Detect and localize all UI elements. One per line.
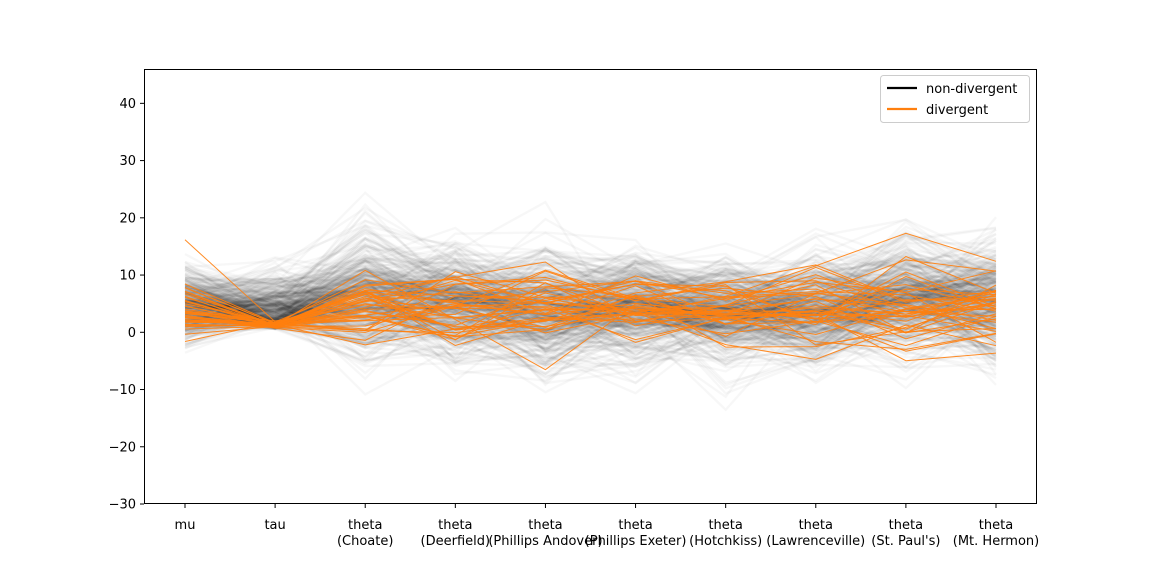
x-tick-label: (St. Paul's): [871, 534, 940, 549]
x-tick-label: theta: [799, 518, 833, 533]
divergent-sample-line: [184, 284, 997, 325]
divergent-sample-line: [184, 295, 997, 341]
divergent-sample-line: [184, 280, 997, 328]
x-tick-label: (Phillips Exeter): [585, 534, 687, 549]
divergent-sample-line: [184, 305, 997, 352]
divergent-sample-line: [184, 271, 997, 331]
y-tick-label: −20: [109, 440, 136, 455]
x-tick-label: (Hotchkiss): [689, 534, 762, 549]
x-axis: mu tau theta(Choate)theta(Deerfield)theta(…: [175, 504, 1039, 549]
divergent-sample-line: [184, 271, 997, 326]
divergent-sample-line: [184, 282, 997, 337]
y-tick-label: 20: [119, 211, 136, 226]
y-axis: −30 −20 −10 0 10 20 30 40: [109, 97, 144, 513]
y-tick-label: −30: [109, 498, 136, 513]
x-tick-label: (Phillips Andover): [488, 534, 602, 549]
x-tick-label: theta: [979, 518, 1013, 533]
divergent-sample-line: [184, 304, 997, 324]
x-tick-label: theta: [889, 518, 923, 533]
y-tick-label: −10: [109, 383, 136, 398]
divergent-sample-line: [184, 232, 997, 323]
legend-label-divergent: divergent: [926, 103, 988, 118]
y-tick-label: 0: [128, 326, 136, 341]
x-tick-label: theta: [708, 518, 742, 533]
x-tick-label: theta: [618, 518, 652, 533]
legend-label-non-divergent: non-divergent: [926, 82, 1017, 97]
divergent-sample-line: [184, 270, 997, 327]
divergent-sample-line: [184, 259, 997, 324]
legend-box: [880, 75, 1030, 123]
x-tick-label: (Lawrenceville): [766, 534, 865, 549]
divergent-sample-line: [184, 266, 997, 330]
x-tick-label: (Choate): [337, 534, 393, 549]
y-tick-label: 40: [119, 97, 136, 112]
divergent-sample-line: [184, 289, 997, 326]
x-tick-label: theta: [438, 518, 472, 533]
x-tick-label: (Mt. Hermon): [953, 534, 1039, 549]
y-tick-label: 10: [119, 269, 136, 284]
x-tick-label: (Deerfield): [421, 534, 491, 549]
x-tick-label: theta: [528, 518, 562, 533]
plot-frame: [144, 69, 1037, 504]
x-tick-label: tau: [264, 518, 285, 533]
x-tick-label: theta: [348, 518, 382, 533]
divergent-sample-line: [184, 274, 997, 327]
y-tick-label: 30: [119, 154, 136, 169]
divergent-sample-line: [184, 313, 997, 350]
legend: non-divergent divergent: [880, 75, 1030, 123]
divergent-lines: [184, 232, 997, 371]
x-tick-label: mu: [175, 518, 196, 533]
